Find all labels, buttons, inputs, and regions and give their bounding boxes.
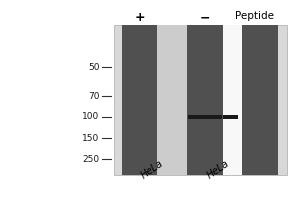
Text: 50: 50 [88, 63, 100, 72]
FancyBboxPatch shape [114, 25, 287, 175]
Text: 250: 250 [82, 155, 100, 164]
Text: 70: 70 [88, 92, 100, 101]
FancyBboxPatch shape [223, 25, 242, 175]
FancyBboxPatch shape [242, 25, 278, 175]
FancyBboxPatch shape [187, 25, 223, 175]
FancyBboxPatch shape [122, 25, 158, 175]
Text: HeLa: HeLa [140, 158, 166, 181]
Text: +: + [134, 11, 145, 24]
Text: 150: 150 [82, 134, 100, 143]
FancyBboxPatch shape [158, 25, 187, 175]
FancyBboxPatch shape [188, 115, 222, 119]
Text: −: − [200, 11, 210, 24]
Text: Peptide: Peptide [235, 11, 274, 21]
FancyBboxPatch shape [223, 115, 238, 119]
Text: 100: 100 [82, 112, 100, 121]
Text: HeLa: HeLa [205, 158, 231, 181]
